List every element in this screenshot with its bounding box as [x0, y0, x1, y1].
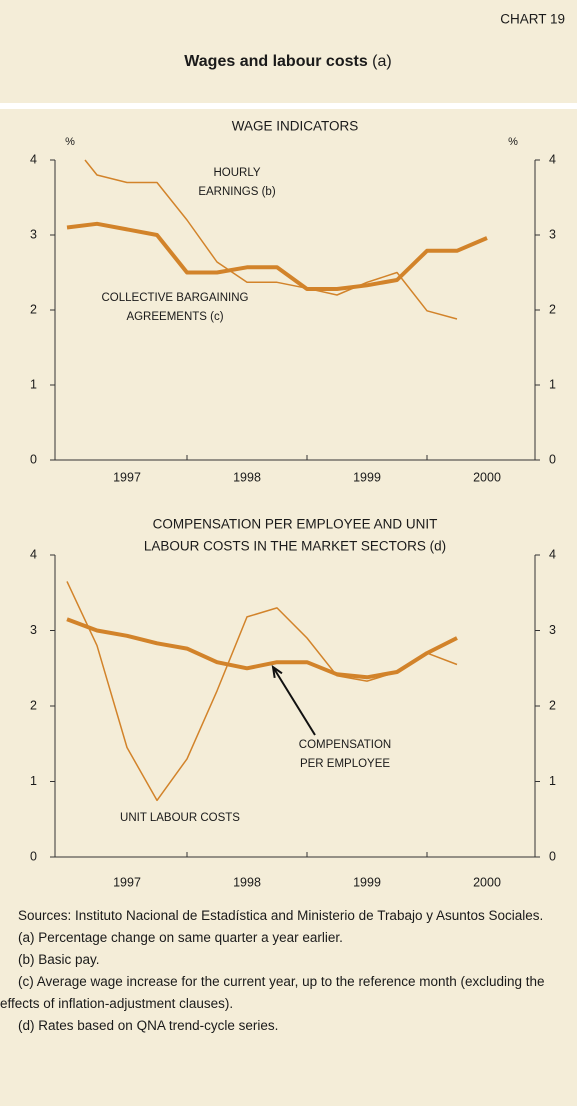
- y2-tick-label: 2: [549, 302, 556, 316]
- series-line: [66, 221, 488, 291]
- x-tick-label: 1998: [233, 470, 261, 484]
- footnote: (c) Average wage increase for the curren…: [0, 974, 545, 1011]
- y2-unit: %: [508, 136, 518, 148]
- separator: [0, 103, 577, 109]
- x-tick-label: 2000: [473, 875, 501, 889]
- y2-tick-label: 3: [549, 227, 556, 241]
- series-line: [66, 581, 458, 802]
- title-note: (a): [372, 53, 392, 70]
- chart-sheet: CHART 19 Wages and labour costs (a) WAGE…: [0, 12, 577, 889]
- y2-tick-label: 4: [549, 547, 556, 561]
- x-tick-label: 1999: [353, 470, 381, 484]
- y2-tick-label: 0: [549, 452, 556, 466]
- page-title: Wages and labour costs (a): [184, 53, 391, 70]
- footnote: (d) Rates based on QNA trend-cycle serie…: [18, 1018, 279, 1033]
- y2-tick-label: 1: [549, 377, 556, 391]
- x-tick-label: 2000: [473, 470, 501, 484]
- footnote: (a) Percentage change on same quarter a …: [18, 930, 343, 945]
- footnotes: Sources: Instituto Nacional de Estadísti…: [0, 905, 568, 1037]
- x-tick-label: 1997: [113, 875, 141, 889]
- annotation: UNIT LABOUR COSTS: [120, 812, 240, 824]
- y-tick-label: 0: [30, 849, 37, 863]
- y-tick-label: 0: [30, 452, 37, 466]
- y-tick-label: 2: [30, 698, 37, 712]
- y-unit: %: [65, 136, 75, 148]
- annotation: COMPENSATION: [299, 739, 391, 751]
- series-line: [66, 617, 458, 680]
- annotation: COLLECTIVE BARGAINING: [102, 292, 249, 304]
- title-main: Wages and labour costs: [184, 53, 368, 70]
- y-tick-label: 4: [30, 152, 37, 166]
- annotation: PER EMPLOYEE: [300, 758, 390, 770]
- annotation: AGREEMENTS (c): [126, 311, 223, 323]
- y2-tick-label: 1: [549, 774, 556, 788]
- arrow-shaft: [272, 666, 316, 736]
- y2-tick-label: 3: [549, 623, 556, 637]
- x-tick-label: 1997: [113, 470, 141, 484]
- sources: Sources: Instituto Nacional de Estadísti…: [18, 908, 544, 923]
- y2-tick-label: 2: [549, 698, 556, 712]
- footnote: (b) Basic pay.: [18, 952, 100, 967]
- annotation: EARNINGS (b): [198, 186, 275, 198]
- y-tick-label: 2: [30, 302, 37, 316]
- arrow-head: [271, 664, 283, 679]
- y2-tick-label: 4: [549, 152, 556, 166]
- chart-title: COMPENSATION PER EMPLOYEE AND UNIT: [153, 517, 438, 532]
- y-tick-label: 3: [30, 623, 37, 637]
- x-tick-label: 1999: [353, 875, 381, 889]
- y2-tick-label: 0: [549, 849, 556, 863]
- x-tick-label: 1998: [233, 875, 261, 889]
- annotation: HOURLY: [213, 167, 260, 179]
- series-line: [84, 159, 458, 320]
- y-tick-label: 1: [30, 377, 37, 391]
- y-tick-label: 3: [30, 227, 37, 241]
- chart-label: CHART 19: [500, 12, 565, 27]
- chart-title: WAGE INDICATORS: [232, 119, 359, 134]
- y-tick-label: 4: [30, 547, 37, 561]
- y-tick-label: 1: [30, 774, 37, 788]
- chart-title: LABOUR COSTS IN THE MARKET SECTORS (d): [144, 539, 446, 554]
